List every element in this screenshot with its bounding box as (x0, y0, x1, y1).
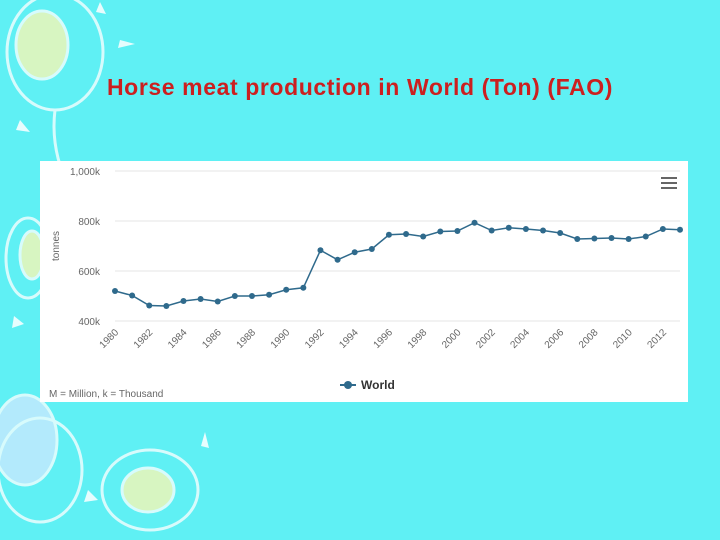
data-point (642, 233, 649, 240)
data-point (625, 236, 632, 242)
data-point (146, 302, 153, 309)
data-point (437, 228, 444, 235)
x-tick-label: 1990 (269, 327, 293, 351)
y-tick-label: 600k (78, 267, 101, 278)
data-point (522, 226, 529, 232)
data-point (300, 284, 307, 291)
x-tick-label: 2002 (474, 327, 498, 351)
data-point (557, 230, 564, 236)
data-point (505, 224, 512, 231)
data-point (454, 228, 461, 234)
data-point (317, 247, 324, 254)
x-tick-label: 1994 (337, 327, 361, 351)
data-point (231, 293, 238, 299)
chart-menu-button[interactable] (659, 174, 679, 190)
x-tick-label: 2004 (509, 327, 533, 351)
data-point (163, 303, 170, 309)
x-tick-label: 1992 (303, 327, 327, 351)
x-tick-label: 1980 (98, 327, 122, 351)
data-point (488, 227, 495, 234)
data-point (471, 219, 478, 226)
data-point (283, 286, 290, 293)
data-point (540, 227, 547, 234)
data-point (368, 246, 375, 252)
hamburger-menu-icon (661, 177, 677, 179)
x-tick-label: 2010 (611, 327, 635, 351)
data-point (677, 226, 683, 233)
legend-symbol (340, 380, 356, 390)
data-point (197, 296, 204, 302)
data-point (351, 249, 358, 256)
y-tick-label: 1,000k (70, 167, 101, 178)
chart-panel: 400k 600k 800k 1,000k tonnes 1980 1982 1984 1986… (40, 161, 688, 402)
chart-credits: M = Million, k = Thousand (49, 389, 164, 400)
line-chart: 400k 600k 800k 1,000k tonnes 1980 1982 1984 1986… (51, 167, 683, 351)
legend-item-world[interactable]: World (340, 377, 395, 393)
data-point (591, 235, 598, 242)
data-point (385, 231, 392, 238)
data-point (334, 256, 341, 263)
x-tick-label: 2008 (577, 327, 601, 351)
x-tick-label: 2012 (645, 327, 669, 351)
data-point (403, 231, 410, 237)
x-tick-label: 1984 (166, 327, 190, 351)
series-line-world (114, 221, 681, 307)
data-point (608, 235, 615, 241)
x-tick-label: 2000 (440, 327, 464, 351)
data-point (659, 226, 666, 232)
x-tick-label: 1982 (132, 327, 156, 351)
data-point (574, 236, 581, 242)
y-tick-label: 400k (78, 317, 101, 328)
slide-title: Horse meat production in World (Ton) (FA… (106, 74, 614, 100)
x-tick-label: 1998 (406, 327, 430, 351)
x-tick-label: 2006 (543, 327, 567, 351)
y-axis-label: tonnes (51, 231, 62, 261)
data-point (112, 288, 118, 294)
data-point (180, 298, 187, 304)
data-point (420, 233, 427, 240)
data-point (214, 298, 221, 305)
x-tick-label: 1988 (235, 327, 259, 351)
y-tick-label: 800k (78, 217, 101, 228)
legend-label: World (361, 378, 395, 392)
x-tick-label: 1996 (372, 327, 396, 351)
data-point (129, 292, 136, 299)
x-tick-label: 1986 (200, 327, 224, 351)
data-point (266, 291, 273, 298)
data-point (248, 293, 255, 299)
